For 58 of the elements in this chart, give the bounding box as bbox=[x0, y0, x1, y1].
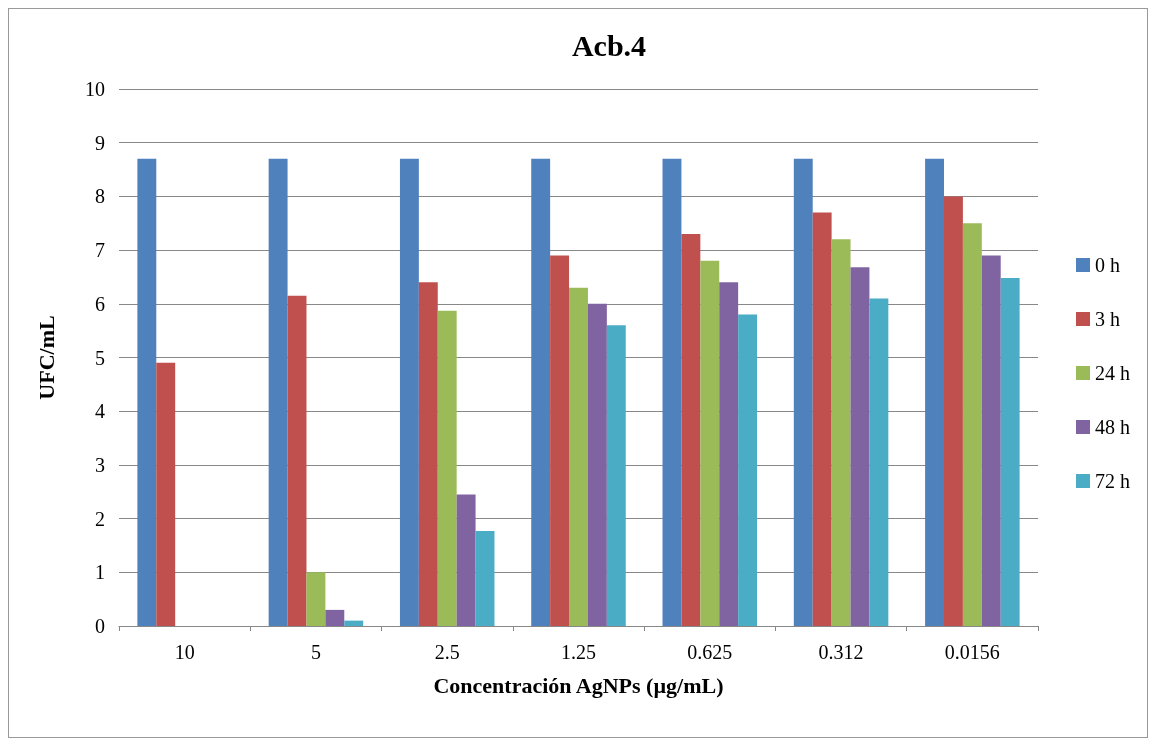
y-axis-title: UFC/mL bbox=[33, 315, 59, 400]
bar bbox=[399, 158, 419, 626]
bar bbox=[325, 609, 345, 626]
y-tick-label: 5 bbox=[95, 346, 105, 369]
bar bbox=[850, 267, 870, 626]
bar bbox=[531, 158, 551, 626]
bar bbox=[793, 158, 813, 626]
bar bbox=[662, 158, 682, 626]
bar bbox=[606, 325, 626, 626]
bar bbox=[569, 287, 588, 626]
bar bbox=[719, 282, 739, 626]
bar bbox=[156, 362, 176, 626]
bar bbox=[306, 572, 326, 626]
bar bbox=[437, 310, 457, 626]
y-tick-label: 3 bbox=[95, 453, 105, 476]
bar bbox=[962, 223, 982, 626]
bar bbox=[738, 314, 758, 626]
bar bbox=[137, 158, 157, 626]
x-tick-label: 10 bbox=[174, 641, 195, 663]
y-tick-label: 0 bbox=[95, 615, 105, 637]
bar bbox=[550, 255, 570, 626]
bar bbox=[681, 233, 701, 626]
bar bbox=[944, 196, 963, 626]
y-tick-label: 9 bbox=[95, 131, 105, 154]
y-tick-label: 6 bbox=[95, 292, 105, 315]
y-tick-label: 7 bbox=[95, 239, 105, 262]
bar bbox=[268, 158, 288, 626]
bar bbox=[475, 530, 495, 626]
bar bbox=[981, 255, 1001, 626]
bar bbox=[587, 303, 607, 626]
y-tick-label: 1 bbox=[95, 561, 105, 584]
bar bbox=[418, 282, 438, 626]
legend-label: 48 h bbox=[1095, 416, 1130, 438]
bar bbox=[812, 212, 832, 626]
bar bbox=[700, 260, 720, 626]
legend-label: 3 h bbox=[1095, 308, 1120, 330]
bar bbox=[831, 239, 851, 626]
x-tick-label: 5 bbox=[310, 641, 321, 663]
legend-label: 24 h bbox=[1095, 362, 1130, 384]
y-tick-label: 8 bbox=[95, 185, 105, 208]
bar bbox=[287, 295, 307, 626]
x-tick-label: 0.625 bbox=[687, 641, 733, 663]
bar bbox=[869, 298, 889, 626]
bar bbox=[456, 494, 476, 626]
bar bbox=[344, 620, 364, 626]
bar bbox=[925, 158, 944, 626]
legend-label: 72 h bbox=[1095, 470, 1130, 492]
x-axis-title: Concentración AgNPs (µg/mL) bbox=[433, 672, 724, 698]
y-tick-label: 4 bbox=[95, 400, 105, 423]
y-tick-label: 2 bbox=[95, 507, 105, 530]
x-tick-label: 0.0156 bbox=[944, 641, 1000, 663]
chart-title: Acb.4 bbox=[571, 28, 647, 62]
legend-label: 0 h bbox=[1095, 254, 1120, 276]
y-tick-label: 10 bbox=[85, 78, 105, 100]
bar bbox=[1000, 278, 1020, 626]
x-tick-label: 1.25 bbox=[561, 641, 596, 663]
x-tick-label: 2.5 bbox=[434, 641, 460, 663]
x-tick-label: 0.312 bbox=[818, 641, 864, 663]
